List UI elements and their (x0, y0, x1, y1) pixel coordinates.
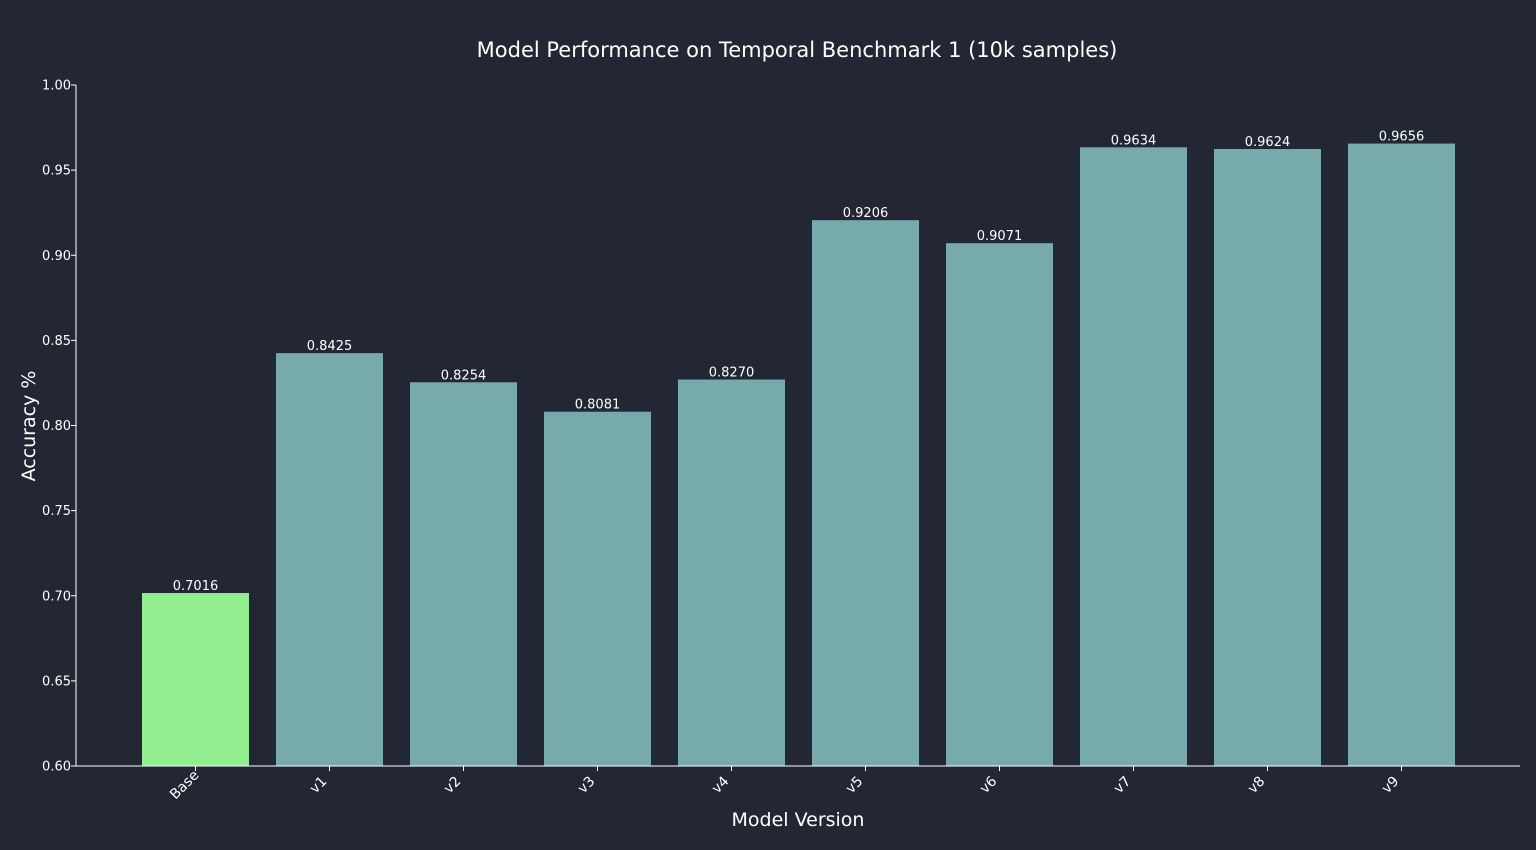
value-label-v7: 0.9634 (1111, 133, 1157, 148)
y-tick-label: 0.70 (42, 589, 71, 604)
y-tick-label: 0.90 (42, 249, 71, 264)
bar-v9 (1348, 143, 1455, 767)
chart-title: Model Performance on Temporal Benchmark … (477, 38, 1118, 62)
bar-v4 (678, 379, 785, 766)
bar-v8 (1214, 149, 1321, 767)
x-tick-label-v2: v2 (441, 773, 464, 796)
x-tick-label-v3: v3 (575, 773, 598, 796)
y-tick-label: 0.65 (42, 674, 71, 689)
x-tick-label-v1: v1 (307, 773, 330, 796)
y-tick-label: 0.75 (42, 504, 71, 519)
x-tick-label-v5: v5 (843, 773, 866, 796)
y-tick-label: 0.80 (42, 419, 71, 434)
bars-group (142, 143, 1455, 767)
value-label-v1: 0.8425 (307, 339, 353, 354)
bar-v7 (1080, 147, 1187, 766)
bar-v5 (812, 220, 919, 767)
x-axis-label: Model Version (732, 809, 865, 831)
value-label-base: 0.7016 (173, 579, 219, 594)
value-label-v5: 0.9206 (843, 206, 889, 221)
bar-v1 (276, 353, 383, 766)
bar-v2 (410, 382, 517, 766)
value-label-v6: 0.9071 (977, 229, 1023, 244)
x-tick-label-base: Base (167, 767, 202, 802)
value-labels-group: 0.7016 0.8425 0.8254 0.8081 0.8270 0.9206 0.90… (173, 130, 1425, 594)
x-tick-label-v7: v7 (1111, 773, 1134, 796)
bar-v6 (946, 243, 1053, 767)
value-label-v8: 0.9624 (1245, 135, 1291, 150)
y-axis-label: Accuracy % (18, 371, 40, 482)
x-ticks-group: Base v1 v2 v3 v4 v5 v6 v7 v8 v9 (167, 766, 1402, 803)
x-tick-label-v4: v4 (709, 773, 733, 797)
y-tick-label: 0.60 (42, 760, 71, 775)
x-tick-label-v8: v8 (1245, 773, 1268, 796)
y-ticks-group: 0.60 0.65 0.70 0.75 0.80 0.85 0.90 0.95 1.00 (42, 79, 76, 775)
y-tick-label: 0.95 (42, 164, 71, 179)
value-label-v3: 0.8081 (575, 398, 621, 413)
value-label-v4: 0.8270 (709, 366, 755, 381)
value-label-v2: 0.8254 (441, 368, 487, 383)
x-tick-label-v9: v9 (1379, 773, 1402, 796)
bar-v3 (544, 411, 651, 766)
x-tick-label-v6: v6 (977, 773, 1001, 797)
bar-base (142, 593, 249, 766)
y-tick-label: 0.85 (42, 334, 71, 349)
value-label-v9: 0.9656 (1379, 130, 1425, 145)
y-tick-label: 1.00 (42, 79, 71, 94)
